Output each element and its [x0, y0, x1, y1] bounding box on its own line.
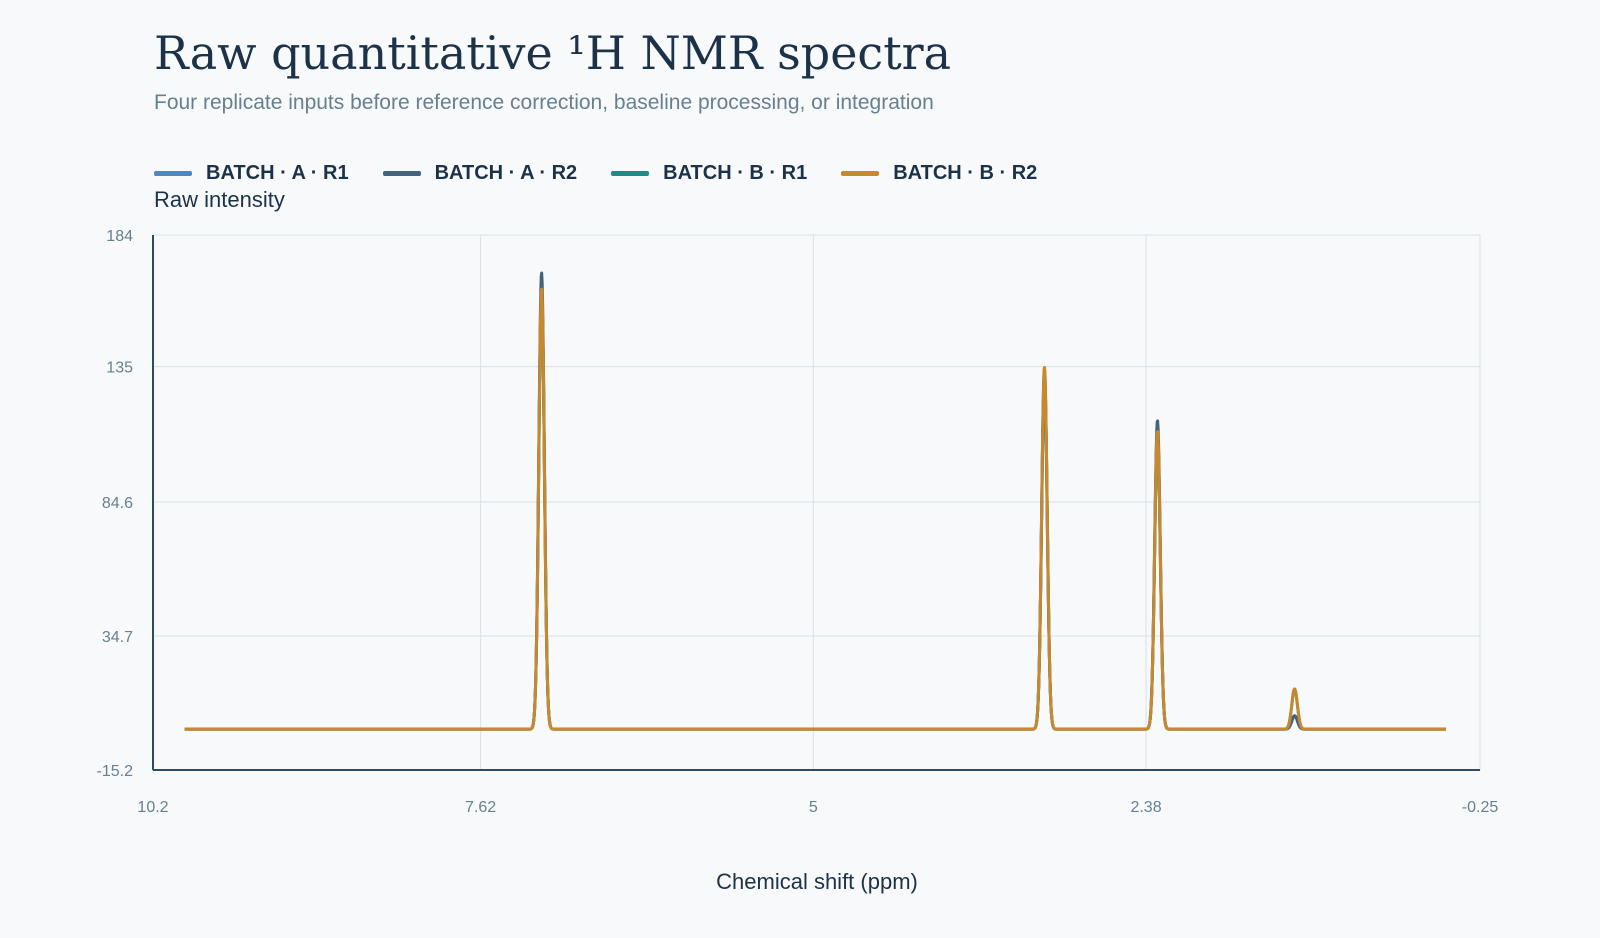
- legend-item-a-r1[interactable]: BATCH · A · R1: [154, 162, 349, 185]
- series-line-0: [183, 287, 1447, 731]
- x-tick-label: -0.25: [1462, 799, 1499, 816]
- legend-label: BATCH · B · R1: [663, 162, 808, 184]
- series-line-1: [183, 271, 1447, 731]
- legend-label: BATCH · B · R2: [893, 162, 1038, 184]
- legend-label: BATCH · A · R2: [434, 162, 578, 184]
- legend-item-b-r2[interactable]: BATCH · B · R2: [841, 162, 1037, 185]
- legend-swatch: [841, 171, 880, 176]
- chart-title: Raw quantitative ¹H NMR spectra: [154, 26, 952, 80]
- x-tick-label: 2.38: [1130, 799, 1161, 816]
- legend-label: BATCH · A · R1: [206, 162, 349, 184]
- x-tick-label: 7.62: [465, 799, 496, 816]
- grid: [152, 234, 1481, 771]
- y-tick-label: 135: [106, 360, 133, 377]
- x-tick-label: 10.2: [137, 799, 168, 816]
- series-line-3: [183, 287, 1447, 731]
- legend-swatch: [382, 171, 421, 176]
- legend-swatch: [154, 171, 192, 176]
- y-axis-label: Raw intensity: [154, 187, 285, 212]
- chart-subtitle: Four replicate inputs before reference c…: [154, 91, 934, 114]
- axes: [152, 235, 1480, 771]
- y-tick-label: 34.7: [102, 629, 133, 646]
- plot-frame: [152, 234, 1481, 771]
- x-axis-label: Chemical shift (ppm): [716, 869, 918, 894]
- y-tick-label: -15.2: [97, 763, 134, 780]
- series-line-2: [183, 290, 1447, 731]
- legend-item-a-r2[interactable]: BATCH · A · R2: [382, 162, 578, 185]
- legend: BATCH · A · R1 BATCH · A · R2 BATCH · B …: [154, 162, 1037, 185]
- tick-labels: 184 135 84.6 34.7 -15.2 10.2 7.62 5 2.38 -0.25: [97, 228, 1499, 816]
- legend-swatch: [611, 171, 650, 176]
- y-tick-label: 84.6: [102, 495, 133, 512]
- legend-item-b-r1[interactable]: BATCH · B · R1: [611, 162, 807, 185]
- x-tick-label: 5: [809, 799, 818, 816]
- y-tick-label: 184: [106, 228, 133, 245]
- series-lines: [183, 271, 1447, 731]
